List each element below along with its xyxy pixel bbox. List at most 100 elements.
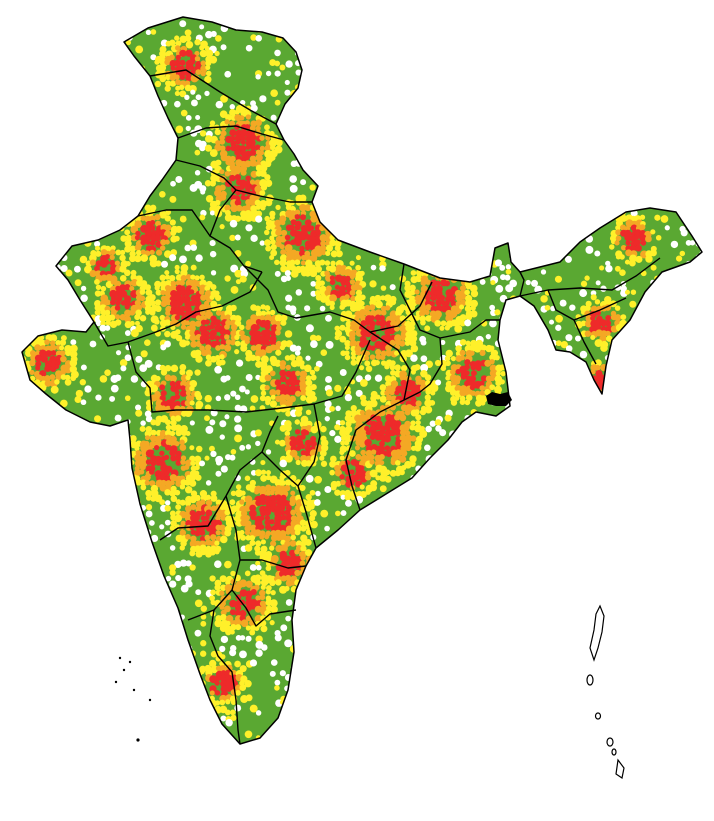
heat-cell — [369, 320, 376, 327]
heat-cell — [49, 334, 58, 342]
heat-cell — [234, 340, 241, 347]
heat-cell — [190, 244, 197, 251]
heat-cell — [379, 384, 387, 391]
heat-cell — [165, 310, 171, 316]
heat-cell — [120, 300, 127, 306]
heat-cell — [265, 245, 272, 252]
heat-cell — [269, 370, 276, 377]
heat-cell — [234, 424, 243, 433]
heat-cell — [224, 509, 231, 516]
heat-cell — [614, 265, 621, 272]
heat-cell — [430, 390, 436, 396]
heat-cell — [360, 315, 367, 322]
heat-cell — [59, 345, 65, 351]
heat-cell — [389, 284, 396, 291]
heat-cell — [199, 45, 205, 51]
heat-cell — [289, 540, 297, 547]
heat-cell — [235, 689, 241, 696]
heat-cell — [339, 455, 345, 461]
heat-cell — [379, 319, 387, 327]
heat-cell — [649, 249, 657, 257]
heat-cell — [309, 504, 315, 510]
heat-cell — [239, 650, 247, 659]
heat-cell — [444, 325, 450, 331]
heat-cell — [175, 274, 183, 281]
heat-cell — [104, 254, 111, 260]
heat-cell — [614, 305, 621, 311]
heat-cell — [194, 369, 201, 376]
heat-cell — [265, 310, 271, 316]
heat-cell — [334, 284, 340, 290]
heat-cell — [445, 314, 454, 323]
heat-cell — [215, 395, 222, 402]
heat-cell — [280, 220, 286, 226]
heat-cell — [549, 319, 555, 325]
heat-cell — [124, 330, 131, 337]
heat-cell — [235, 624, 242, 631]
heat-cell — [294, 239, 302, 247]
heat-cell — [160, 239, 167, 246]
heat-cell — [199, 289, 205, 295]
heat-cell — [275, 329, 281, 336]
heat-cell — [169, 569, 176, 576]
heat-cell — [255, 564, 262, 571]
heat-cell — [615, 254, 621, 260]
heat-cell — [164, 215, 171, 222]
heat-cell — [544, 304, 551, 311]
heat-cell — [164, 239, 170, 245]
heat-cell — [444, 355, 451, 362]
heat-cell — [214, 319, 221, 326]
heat-cell — [265, 70, 272, 77]
heat-cell — [339, 335, 347, 343]
heat-cell — [324, 260, 331, 266]
heat-cell — [585, 320, 593, 328]
heat-cell — [434, 319, 442, 327]
heat-cell — [345, 499, 352, 507]
heat-cell — [255, 649, 263, 657]
heat-cell — [50, 385, 59, 394]
heat-cell — [419, 310, 426, 317]
heat-cell — [325, 314, 332, 322]
heat-cell — [214, 335, 221, 341]
heat-cell — [154, 299, 162, 306]
heat-cell — [349, 279, 356, 285]
heat-cell — [140, 420, 146, 426]
heat-cell — [244, 475, 251, 482]
heat-cell — [175, 460, 182, 466]
heat-cell — [154, 214, 161, 221]
heat-cell — [180, 274, 187, 282]
heat-cell — [189, 564, 196, 571]
heat-cell — [135, 230, 141, 237]
heat-cell — [155, 220, 162, 227]
heat-cell — [189, 420, 195, 426]
heat-cell — [470, 364, 477, 371]
heat-cell — [245, 374, 253, 382]
heat-cell — [214, 144, 222, 152]
heat-cell — [180, 459, 186, 465]
heat-cell — [199, 274, 205, 280]
heat-cell — [439, 325, 445, 331]
heat-cell — [429, 300, 436, 307]
heat-cell — [250, 314, 258, 322]
heat-cell — [260, 460, 266, 466]
heat-cell — [224, 70, 232, 78]
heat-cell — [265, 400, 271, 406]
heat-cell — [139, 295, 146, 302]
heat-cell — [265, 469, 272, 476]
heat-cell — [409, 325, 415, 331]
heat-cell — [144, 229, 153, 238]
heat-cell — [239, 115, 245, 121]
heat-cell — [229, 629, 235, 635]
heat-cell — [630, 224, 638, 232]
heat-cell — [250, 589, 257, 596]
heat-cell — [660, 215, 669, 223]
heat-cell — [285, 60, 293, 68]
heat-cell — [424, 309, 430, 315]
heat-cell — [355, 264, 361, 271]
heat-cell — [305, 409, 312, 416]
heat-cell — [349, 304, 358, 312]
heat-cell — [315, 230, 321, 236]
heat-cell — [435, 280, 441, 286]
heat-cell — [215, 35, 222, 42]
heat-cell — [270, 394, 276, 400]
